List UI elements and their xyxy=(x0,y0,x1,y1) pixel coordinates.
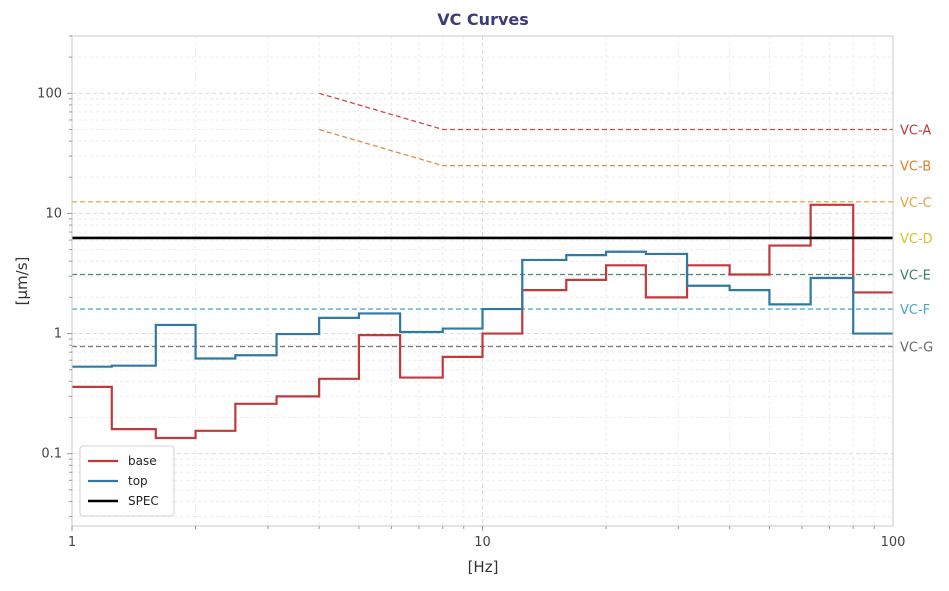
y-tick-label: 0.1 xyxy=(41,447,62,462)
reference-label-vc-d: VC-D xyxy=(900,232,933,247)
reference-label-vc-a: VC-A xyxy=(900,123,931,138)
reference-label-vc-e: VC-E xyxy=(900,269,931,284)
series-line-base xyxy=(72,203,893,440)
series-line-top xyxy=(72,250,893,368)
reference-label-vc-f: VC-F xyxy=(900,303,930,318)
y-tick-label: 100 xyxy=(37,86,62,101)
curve-labels: VC-A VC-B VC-C VC-D VC-E VC-F VC-G xyxy=(900,123,933,355)
legend: base top SPEC xyxy=(79,445,175,517)
x-tick-label: 10 xyxy=(474,535,491,550)
reference-label-vc-g: VC-G xyxy=(900,341,933,356)
x-axis-label: [Hz] xyxy=(468,558,499,576)
y-axis-label: [μm/s] xyxy=(13,257,31,306)
data-series xyxy=(72,203,893,440)
y-tick-label: 10 xyxy=(45,206,62,221)
chart-title: VC Curves xyxy=(437,10,529,29)
x-tick-label: 100 xyxy=(881,535,906,550)
reference-label-vc-c: VC-C xyxy=(900,196,932,211)
reference-curve-vc-b xyxy=(318,128,893,167)
legend-label-top: top xyxy=(128,474,148,488)
legend-box xyxy=(79,445,175,517)
axes: 1 10 100 0.1 1 10 100 xyxy=(37,35,906,550)
reference-label-vc-b: VC-B xyxy=(900,160,931,175)
legend-label-spec: SPEC xyxy=(128,494,159,508)
x-tick-label: 1 xyxy=(68,535,76,550)
y-tick-label: 1 xyxy=(54,327,62,342)
reference-curve-vc-a xyxy=(318,92,893,131)
grid xyxy=(71,35,893,526)
legend-label-base: base xyxy=(128,454,157,468)
